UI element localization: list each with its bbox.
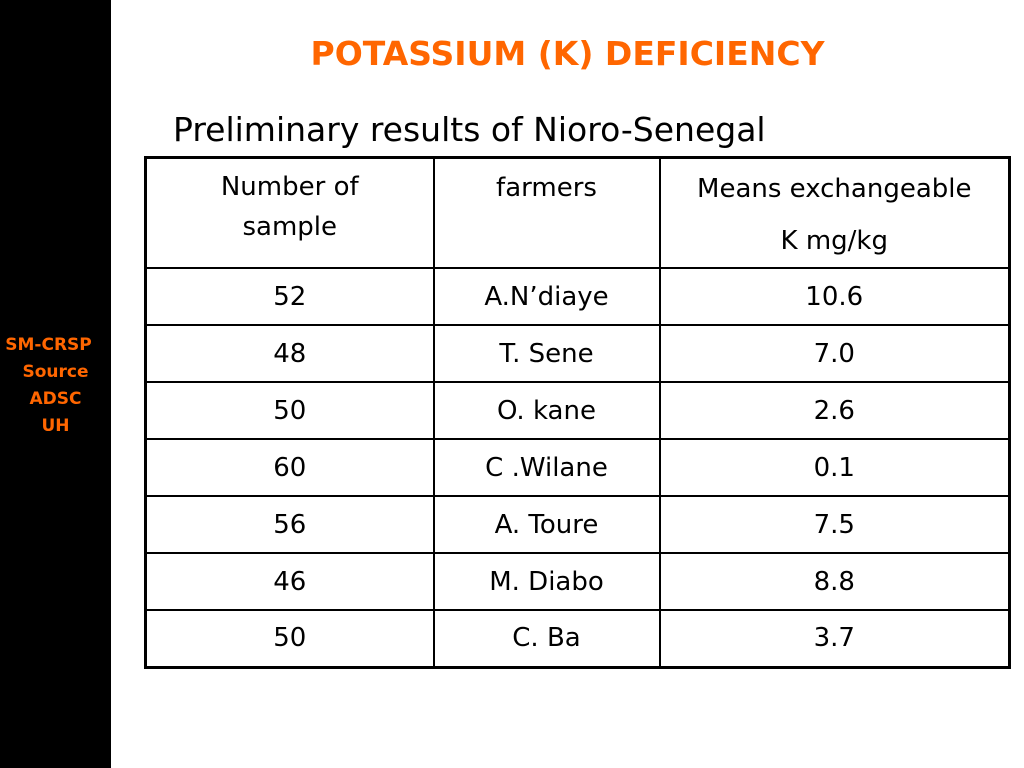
cell-farmer: C .Wilane <box>432 438 661 497</box>
source-credit-line: UH <box>41 416 70 436</box>
header-line: Means exchangeable <box>697 174 972 204</box>
header-line: Number of <box>220 172 359 202</box>
table-row: 56 A. Toure 7.5 <box>144 495 1011 554</box>
header-line: farmers <box>496 173 597 203</box>
table-row: 50 O. kane 2.6 <box>144 381 1011 440</box>
cell-k-value: 0.1 <box>658 438 1011 497</box>
header-number-of-sample: Number of sample <box>144 156 435 269</box>
page-subtitle: Preliminary results of Nioro-Senegal <box>173 110 766 149</box>
cell-farmer: T. Sene <box>432 324 661 383</box>
table-header-row: Number of sample farmers Means exchangea… <box>144 156 1011 269</box>
header-line: sample <box>242 212 338 242</box>
cell-sample-count: 50 <box>144 609 435 669</box>
cell-k-value: 2.6 <box>658 381 1011 440</box>
header-means-exchangeable-k: Means exchangeable K mg/kg <box>658 156 1011 269</box>
header-farmers: farmers <box>432 156 661 269</box>
cell-farmer: O. kane <box>432 381 661 440</box>
cell-farmer: A.N’diaye <box>432 267 661 326</box>
cell-farmer: C. Ba <box>432 609 661 669</box>
cell-sample-count: 56 <box>144 495 435 554</box>
cell-sample-count: 52 <box>144 267 435 326</box>
source-credit-line: Source <box>22 362 89 382</box>
cell-k-value: 7.5 <box>658 495 1011 554</box>
cell-sample-count: 46 <box>144 552 435 611</box>
source-credit-line: SM-CRSP <box>5 335 92 355</box>
header-line: K mg/kg <box>780 226 888 256</box>
table-row: 50 C. Ba 3.7 <box>144 609 1011 669</box>
page-title: POTASSIUM (K) DEFICIENCY <box>310 34 825 73</box>
sidebar: SM-CRSP Source ADSC UH <box>0 0 111 768</box>
cell-sample-count: 50 <box>144 381 435 440</box>
cell-k-value: 8.8 <box>658 552 1011 611</box>
cell-k-value: 10.6 <box>658 267 1011 326</box>
cell-sample-count: 60 <box>144 438 435 497</box>
cell-k-value: 7.0 <box>658 324 1011 383</box>
cell-farmer: M. Diabo <box>432 552 661 611</box>
source-credit-line: ADSC <box>29 389 82 409</box>
table-row: 52 A.N’diaye 10.6 <box>144 267 1011 326</box>
table-row: 46 M. Diabo 8.8 <box>144 552 1011 611</box>
table-row: 60 C .Wilane 0.1 <box>144 438 1011 497</box>
cell-sample-count: 48 <box>144 324 435 383</box>
source-credit: SM-CRSP Source ADSC UH <box>0 332 111 440</box>
cell-farmer: A. Toure <box>432 495 661 554</box>
cell-k-value: 3.7 <box>658 609 1011 669</box>
table-row: 48 T. Sene 7.0 <box>144 324 1011 383</box>
results-table: Number of sample farmers Means exchangea… <box>144 156 1011 669</box>
